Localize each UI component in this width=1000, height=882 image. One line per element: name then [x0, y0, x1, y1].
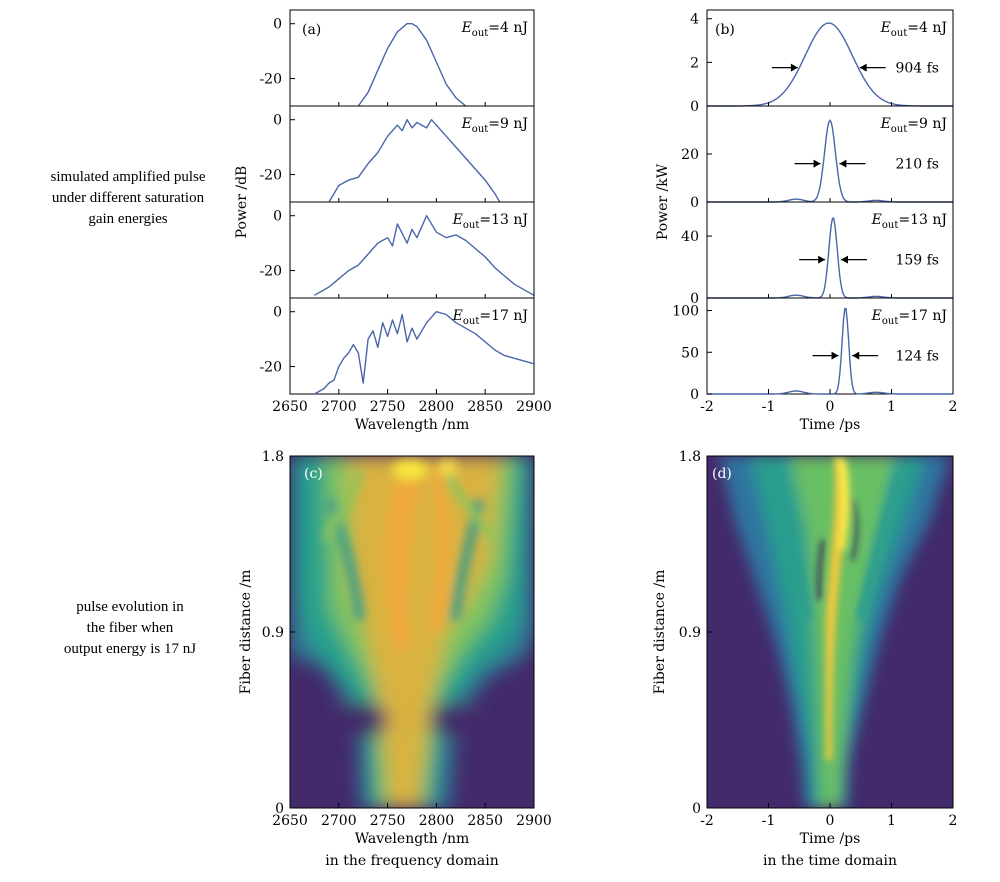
x-tick-label: 2850: [467, 813, 503, 829]
x-axis-label-a: Wavelength /nm: [355, 417, 470, 433]
y-tick-label: -20: [259, 168, 282, 184]
x-tick-label: 2: [949, 399, 958, 415]
heatmap-c: [290, 456, 534, 808]
y-tick-label: 0: [273, 305, 282, 321]
y-tick-label: 0: [690, 387, 699, 403]
y-axis-label: Fiber distance /m: [652, 570, 668, 695]
spectrum-line: [357, 23, 467, 107]
x-tick-label: 2: [949, 813, 958, 829]
panel-label-c: (c): [304, 466, 323, 482]
energy-annotation: Eout=17 nJ: [452, 308, 528, 327]
side-note-top-line: gain energies: [88, 211, 168, 227]
x-axis-sublabel: in the time domain: [763, 853, 897, 869]
side-note-top-line: under different saturation: [51, 190, 205, 206]
fwhm-label: 904 fs: [895, 61, 939, 77]
x-tick-label: 2850: [467, 399, 503, 415]
energy-annotation: Eout=9 nJ: [880, 116, 947, 135]
y-tick-label: 50: [681, 345, 699, 361]
panel-a: 0 -20 Eout=4 nJ 0 -20 Eout=9 nJ 0 -20 Eout=13 nJ…: [234, 9, 552, 433]
panel-d: -2 -1 0 1 2 0 0.9 1.8 Time /ps in the time domain…: [652, 449, 957, 869]
y-tick-label: 0: [273, 17, 282, 33]
x-tick-label: 0: [826, 813, 835, 829]
panel-label-d: (d): [712, 466, 732, 482]
y-axis-label-a: Power /dB: [234, 166, 250, 239]
y-tick-label: 2: [690, 55, 699, 71]
y-tick-label: 0: [690, 291, 699, 307]
x-axis-sublabel: in the frequency domain: [325, 853, 498, 869]
y-tick-label: -20: [259, 72, 282, 88]
side-note-bottom-line: pulse evolution in: [76, 599, 184, 615]
x-tick-label: 2900: [516, 813, 552, 829]
axes-d: -2 -1 0 1 2 0 0.9 1.8 Time /ps in the time domain…: [652, 449, 957, 869]
y-tick-label: 0.9: [262, 625, 284, 641]
x-tick-label: -1: [762, 813, 776, 829]
y-tick-label: -20: [259, 264, 282, 280]
y-tick-label: 0: [273, 209, 282, 225]
y-tick-label: 0: [692, 801, 701, 817]
x-tick-label: 2800: [419, 399, 455, 415]
energy-annotation: Eout=4 nJ: [461, 20, 528, 39]
energy-annotation: Eout=13 nJ: [452, 212, 528, 231]
side-note-bottom-line: the fiber when: [86, 620, 174, 636]
side-note-bottom: pulse evolution in the fiber when output…: [60, 597, 200, 660]
energy-annotation: Eout=17 nJ: [871, 308, 947, 327]
energy-annotation: Eout=9 nJ: [461, 116, 528, 135]
panel-c: 2650 2700 2750 2800 2850 2900 0 0.9 1.8 Wavelengt…: [238, 449, 552, 869]
y-tick-label: 1.8: [679, 449, 701, 465]
spectrum-line: [314, 311, 535, 395]
subplot-frame: [289, 297, 535, 395]
x-tick-label: 2650: [272, 813, 308, 829]
energy-annotation: Eout=4 nJ: [880, 20, 947, 39]
side-note-top-line: simulated amplified pulse: [50, 169, 206, 185]
x-tick-label: -2: [700, 813, 714, 829]
y-tick-label: 0: [690, 99, 699, 115]
x-tick-label: 2750: [370, 399, 406, 415]
spectrum-line: [314, 215, 535, 296]
axes-c: 2650 2700 2750 2800 2850 2900 0 0.9 1.8 Wavelengt…: [238, 449, 552, 869]
x-axis-label-b: Time /ps: [800, 417, 861, 433]
panel-label-b: (b): [715, 22, 735, 38]
x-tick-label: 2900: [516, 399, 552, 415]
y-tick-label: 0: [275, 801, 284, 817]
spectrum-line: [328, 119, 501, 203]
x-tick-label: 1: [887, 399, 896, 415]
y-tick-label: 40: [681, 229, 699, 245]
y-axis-label: Fiber distance /m: [238, 570, 254, 695]
x-tick-label: 0: [826, 399, 835, 415]
energy-annotation: Eout=13 nJ: [871, 212, 947, 231]
y-tick-label: 0.9: [679, 625, 701, 641]
y-tick-label: 0: [273, 113, 282, 129]
x-axis-label: Time /ps: [800, 831, 861, 847]
x-tick-label: 2650: [272, 399, 308, 415]
fwhm-label: 159 fs: [895, 253, 939, 269]
y-axis-label-b: Power /kW: [655, 163, 671, 240]
x-axis-label: Wavelength /nm: [355, 831, 470, 847]
y-tick-label: 20: [681, 147, 699, 163]
heatmap-d: [707, 456, 953, 808]
x-tick-label: 1: [887, 813, 896, 829]
fwhm-label: 124 fs: [895, 349, 939, 365]
x-tick-label: 2700: [321, 399, 357, 415]
panel-label-a: (a): [302, 22, 321, 38]
side-note-top: simulated amplified pulse under differen…: [28, 167, 228, 230]
x-tick-label: -1: [762, 399, 776, 415]
y-tick-label: 1.8: [262, 449, 284, 465]
y-tick-label: 100: [672, 304, 699, 320]
y-tick-label: -20: [259, 360, 282, 376]
x-tick-label: 2750: [370, 813, 406, 829]
y-tick-label: 0: [690, 195, 699, 211]
y-tick-label: 4: [690, 12, 699, 28]
x-tick-label: 2800: [419, 813, 455, 829]
fwhm-label: 210 fs: [895, 157, 939, 173]
side-note-bottom-line: output energy is 17 nJ: [63, 641, 197, 657]
x-tick-label: -2: [700, 399, 714, 415]
x-tick-label: 2700: [321, 813, 357, 829]
